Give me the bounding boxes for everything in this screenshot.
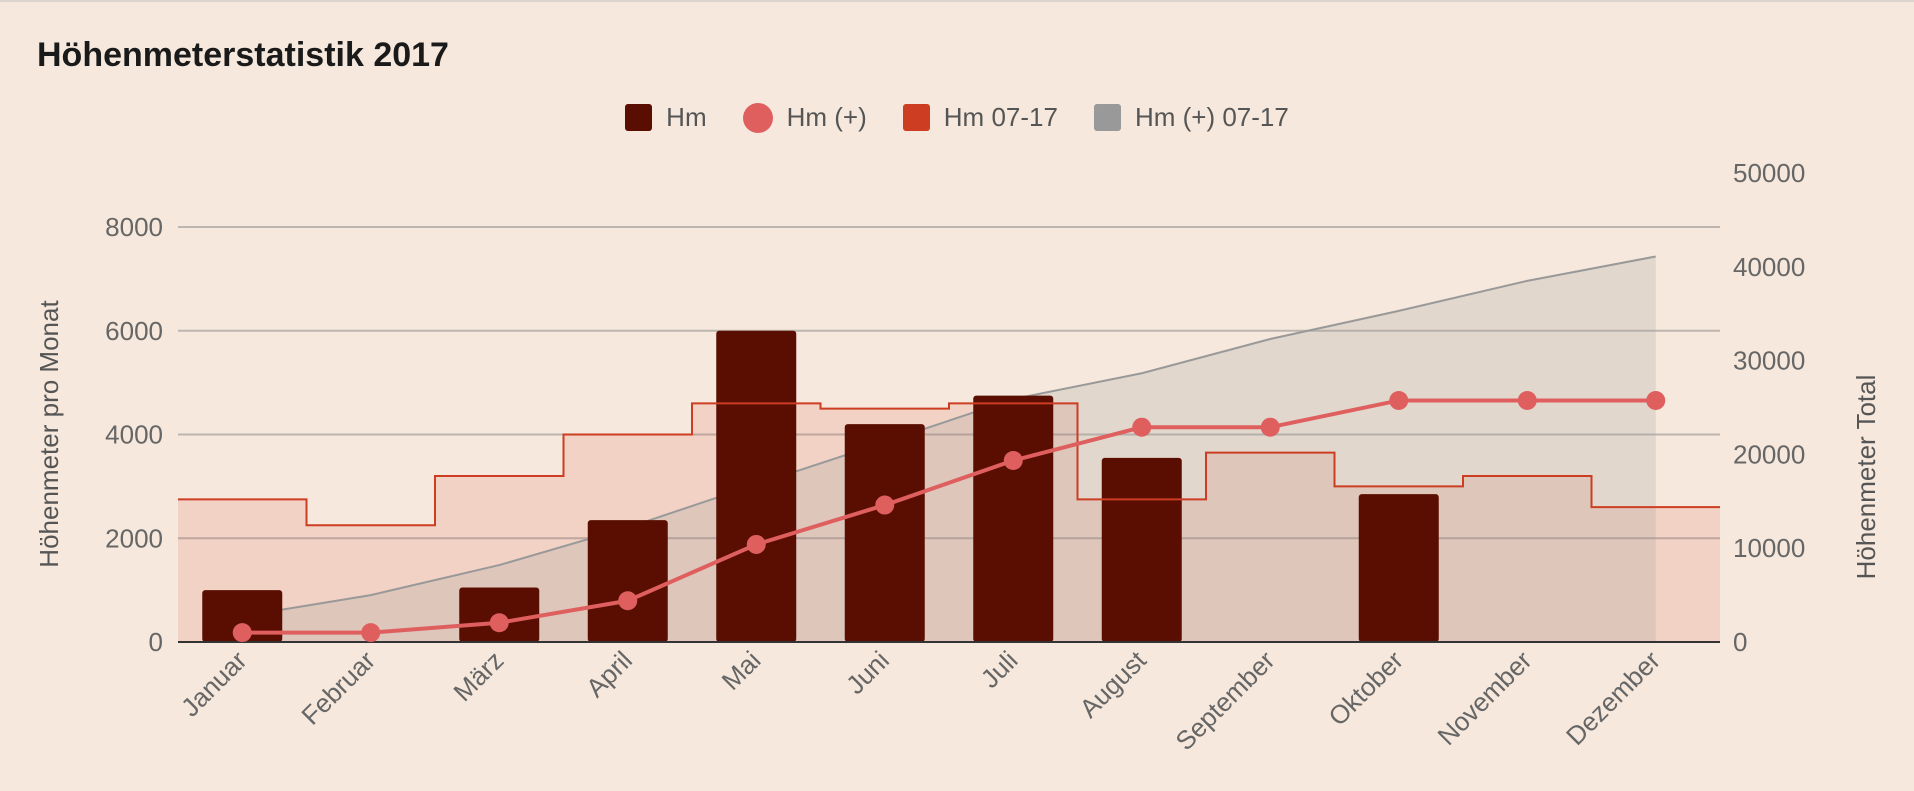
series-hm-07-17-line xyxy=(178,402,1720,527)
marker-hm-plus xyxy=(1132,417,1152,437)
y-tick-label: 0 xyxy=(149,627,163,657)
y2-tick-label: 0 xyxy=(1733,627,1747,657)
y2-tick-label: 10000 xyxy=(1733,533,1805,563)
series-hm-plus-07-17-line xyxy=(242,255,1656,618)
y2-tick-label: 20000 xyxy=(1733,439,1805,469)
marker-hm-plus xyxy=(618,591,638,611)
legend-item-hm-07-17[interactable]: Hm 07-17 xyxy=(902,102,1058,133)
legend-item-hm[interactable]: Hm xyxy=(625,102,707,133)
series-hm-plus-07-17-area xyxy=(242,256,1656,642)
legend-item-hm-plus[interactable]: Hm (+) xyxy=(742,102,867,133)
marker-hm-plus xyxy=(361,623,381,643)
x-tick-label: August xyxy=(1074,644,1153,723)
x-tick-label: Juli xyxy=(975,645,1024,694)
y-tick-label: 6000 xyxy=(105,316,163,346)
legend-item-hm-plus-07-17[interactable]: Hm (+) 07-17 xyxy=(1093,102,1289,133)
legend-label-hm-plus: Hm (+) xyxy=(786,102,867,132)
legend-swatch-hm-07-17 xyxy=(902,104,930,131)
y2-tick-label: 30000 xyxy=(1733,346,1805,376)
x-tick-label: Juni xyxy=(840,645,895,700)
legend-label-hm-07-17: Hm 07-17 xyxy=(943,102,1058,132)
y2-tick-label: 50000 xyxy=(1733,158,1805,188)
marker-hm-plus xyxy=(1260,417,1280,437)
y-tick-label: 2000 xyxy=(105,523,163,553)
legend-swatch-hm-plus xyxy=(742,102,773,133)
bar-hm xyxy=(973,395,1054,642)
marker-hm-plus xyxy=(875,495,895,515)
y2-axis-title: Höhenmeter Total xyxy=(1851,375,1881,580)
x-tick-label: November xyxy=(1431,645,1537,751)
marker-hm-plus xyxy=(232,623,252,643)
legend-label-hm: Hm xyxy=(666,102,707,132)
marker-hm-plus xyxy=(1646,390,1666,410)
marker-hm-plus xyxy=(489,613,509,633)
x-tick-label: April xyxy=(580,645,638,703)
bar-hm xyxy=(716,330,797,642)
x-tick-label: Mai xyxy=(716,645,767,696)
marker-hm-plus xyxy=(1517,390,1537,410)
y-tick-label: 4000 xyxy=(105,420,163,450)
bar-hm xyxy=(1358,494,1439,642)
x-tick-label: März xyxy=(447,645,509,707)
marker-hm-plus xyxy=(746,534,766,554)
y-axis-title: Höhenmeter pro Monat xyxy=(34,300,64,568)
y2-tick-label: 40000 xyxy=(1733,252,1805,282)
bar-hm xyxy=(1101,457,1182,642)
bar-hm xyxy=(202,590,283,642)
x-tick-label: September xyxy=(1169,645,1280,756)
x-tick-label: Oktober xyxy=(1322,645,1409,732)
chart-title: Höhenmeterstatistik 2017 xyxy=(37,36,449,74)
marker-hm-plus xyxy=(1003,450,1023,470)
chart-legend: Hm Hm (+) Hm 07-17 Hm (+) 07-17 xyxy=(0,102,1914,133)
x-tick-label: Dezember xyxy=(1560,645,1666,751)
marker-hm-plus xyxy=(1389,390,1409,410)
series-hm-plus-line xyxy=(242,398,1656,635)
bar-hm xyxy=(844,424,925,642)
legend-label-hm-plus-07-17: Hm (+) 07-17 xyxy=(1134,102,1289,132)
bar-hm xyxy=(587,520,668,642)
x-tick-label: Februar xyxy=(295,645,381,731)
y-tick-label: 8000 xyxy=(105,212,163,242)
legend-swatch-hm-plus-07-17 xyxy=(1093,104,1121,131)
legend-swatch-hm xyxy=(625,104,653,131)
x-tick-label: Januar xyxy=(175,645,253,723)
